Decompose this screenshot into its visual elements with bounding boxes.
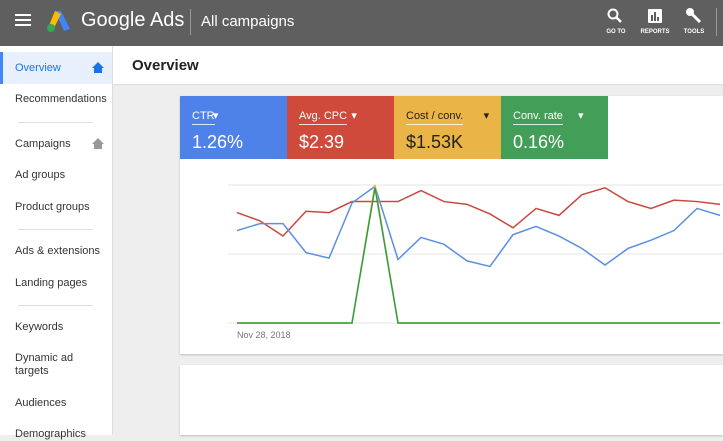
metric-label[interactable]: Avg. CPC xyxy=(299,110,348,125)
metric-value: $1.53K xyxy=(406,132,464,152)
separator xyxy=(18,229,93,230)
metric-label[interactable]: Cost / conv. xyxy=(406,110,464,125)
chart: Nov 28, 2018 xyxy=(228,184,723,340)
nav-item[interactable]: Ads & extensions xyxy=(15,245,100,257)
nav-item[interactable]: Audiences xyxy=(15,397,67,409)
series-line xyxy=(236,185,721,268)
sidebar xyxy=(0,46,113,435)
dropdown-caret[interactable]: ▾ xyxy=(483,110,490,122)
metric-value: 1.26% xyxy=(192,132,244,152)
page-title: Overview xyxy=(132,57,199,74)
goto-icon[interactable] xyxy=(607,8,623,24)
metric-tile[interactable]: Cost / conv. $1.53K ▾ xyxy=(394,96,501,159)
top-bar: Google Ads All campaigns GO TO REPORTS T… xyxy=(0,0,723,46)
dropdown-caret[interactable]: ▾ xyxy=(212,110,219,122)
metric-tile[interactable]: CTR 1.26% ▾ xyxy=(180,96,287,159)
nav-item[interactable]: Campaigns xyxy=(15,138,71,150)
tools-icon[interactable] xyxy=(685,7,703,25)
nav-item[interactable]: Dynamic ad targets xyxy=(15,352,74,377)
action-label[interactable]: REPORTS xyxy=(640,29,670,35)
dropdown-caret[interactable]: ▾ xyxy=(578,110,584,122)
card xyxy=(180,365,723,435)
logo xyxy=(47,11,70,32)
x-tick-label: Nov 28, 2018 xyxy=(237,330,291,340)
metric-label[interactable]: CTR xyxy=(192,110,215,125)
metric-value: $2.39 xyxy=(299,132,345,152)
action-label[interactable]: GO TO xyxy=(606,29,626,35)
metric-tile[interactable]: Conv. rate 0.16% ▾ xyxy=(501,96,608,159)
separator xyxy=(18,122,93,123)
metric-tile[interactable]: Avg. CPC $2.39 ▾ xyxy=(287,96,394,159)
title-bar xyxy=(113,46,723,85)
nav-item[interactable]: Product groups xyxy=(15,201,90,213)
separator xyxy=(18,305,93,306)
brand: Google Ads xyxy=(81,9,185,31)
nav-item[interactable]: Recommendations xyxy=(15,93,107,105)
nav-item[interactable]: Landing pages xyxy=(15,277,88,289)
nav-item[interactable]: Overview xyxy=(15,62,61,74)
series-line xyxy=(236,186,721,238)
metric-value: 0.16% xyxy=(513,132,565,152)
dropdown-caret[interactable]: ▾ xyxy=(351,110,357,122)
menu-icon[interactable] xyxy=(15,14,33,28)
header-title: All campaigns xyxy=(201,13,295,30)
action-label[interactable]: TOOLS xyxy=(683,29,705,35)
nav-item[interactable]: Ad groups xyxy=(15,169,66,181)
reports-icon[interactable] xyxy=(647,8,663,24)
series-line xyxy=(237,187,720,324)
divider xyxy=(716,8,717,36)
divider xyxy=(190,9,191,35)
nav-item[interactable]: Keywords xyxy=(15,321,64,333)
home-icon xyxy=(92,138,104,149)
home-icon xyxy=(92,62,104,73)
metric-label[interactable]: Conv. rate xyxy=(513,110,563,125)
